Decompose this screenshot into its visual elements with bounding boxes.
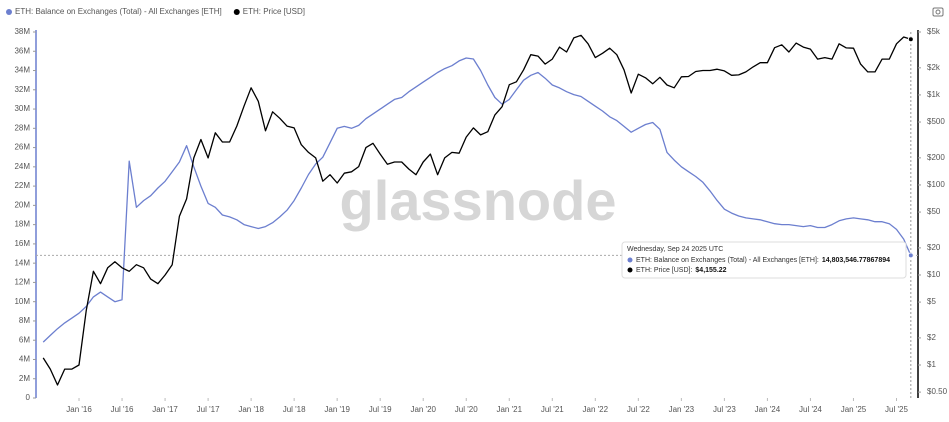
y2-tick-label: $100 — [927, 180, 945, 189]
x-tick-label: Jul '17 — [197, 405, 220, 414]
tooltip: Wednesday, Sep 24 2025 UTC ETH: Balance … — [621, 241, 907, 279]
x-tick-label: Jul '23 — [713, 405, 736, 414]
x-tick-label: Jan '23 — [669, 405, 695, 414]
x-tick-label: Jan '17 — [152, 405, 178, 414]
y2-tick-label: $500 — [927, 117, 945, 126]
y-tick-label: 14M — [14, 258, 30, 267]
legend-label: ETH: Balance on Exchanges (Total) - All … — [15, 7, 222, 16]
tooltip-label: ETH: Price [USD]: — [636, 267, 692, 274]
y-tick-label: 30M — [14, 104, 30, 113]
y2-tick-label: $2k — [927, 63, 941, 72]
y-tick-label: 28M — [14, 123, 30, 132]
y2-tick-label: $10 — [927, 270, 941, 279]
x-tick-label: Jul '20 — [455, 405, 478, 414]
last-point — [907, 252, 914, 259]
x-tick-label: Jan '22 — [583, 405, 609, 414]
y-tick-label: 12M — [14, 278, 30, 287]
y2-tick-label: $0.50 — [927, 387, 948, 396]
y-tick-label: 22M — [14, 181, 30, 190]
y2-tick-label: $20 — [927, 243, 941, 252]
y2-tick-label: $50 — [927, 207, 941, 216]
y-tick-label: 34M — [14, 66, 30, 75]
x-tick-label: Jan '25 — [841, 405, 867, 414]
camera-icon[interactable] — [932, 7, 944, 17]
y-tick-label: 36M — [14, 46, 30, 55]
y-tick-label: 4M — [19, 355, 30, 364]
y-tick-label: 2M — [19, 374, 30, 383]
x-tick-label: Jul '18 — [283, 405, 306, 414]
y-tick-label: 38M — [14, 27, 30, 36]
tooltip-date: Wednesday, Sep 24 2025 UTC — [627, 246, 723, 253]
x-tick-label: Jan '20 — [410, 405, 436, 414]
y-tick-label: 26M — [14, 143, 30, 152]
y2-tick-label: $5 — [927, 297, 936, 306]
x-tick-label: Jan '21 — [496, 405, 522, 414]
x-tick-label: Jul '24 — [799, 405, 822, 414]
x-tick-label: Jan '18 — [238, 405, 264, 414]
x-tick-label: Jul '25 — [885, 405, 908, 414]
y-tick-label: 32M — [14, 85, 30, 94]
y2-tick-label: $1 — [927, 360, 936, 369]
y2-tick-label: $2 — [927, 333, 936, 342]
x-tick-label: Jan '19 — [324, 405, 350, 414]
series-line — [42, 34, 911, 386]
legend-marker — [233, 9, 240, 15]
y-tick-label: 10M — [14, 297, 30, 306]
y-tick-label: 16M — [14, 239, 30, 248]
y2-tick-label: $200 — [927, 153, 945, 162]
y-tick-label: 0 — [26, 393, 31, 402]
tooltip-marker — [627, 257, 633, 263]
y-tick-label: 8M — [19, 316, 30, 325]
tooltip-label: ETH: Balance on Exchanges (Total) - All … — [636, 257, 819, 264]
y-tick-label: 18M — [14, 220, 30, 229]
y-tick-label: 24M — [14, 162, 30, 171]
legend-marker — [6, 9, 12, 15]
tooltip-value: 14,803,546.77867894 — [822, 257, 890, 264]
x-tick-label: Jul '19 — [369, 405, 392, 414]
x-tick-label: Jan '16 — [66, 405, 92, 414]
legend-label: ETH: Price [USD] — [243, 7, 305, 16]
y2-tick-label: $5k — [927, 27, 941, 36]
y-tick-label: 20M — [14, 200, 30, 209]
watermark: glassnode — [340, 169, 617, 232]
tooltip-marker — [627, 267, 633, 273]
last-point — [907, 36, 914, 43]
y2-tick-label: $1k — [927, 90, 941, 99]
tooltip-value: $4,155.22 — [695, 267, 726, 274]
x-tick-label: Jul '21 — [541, 405, 564, 414]
y-tick-label: 6M — [19, 335, 30, 344]
x-tick-label: Jul '22 — [627, 405, 650, 414]
x-tick-label: Jul '16 — [111, 405, 134, 414]
series-line — [42, 57, 912, 343]
tooltip-box — [621, 241, 907, 279]
x-tick-label: Jan '24 — [755, 405, 781, 414]
